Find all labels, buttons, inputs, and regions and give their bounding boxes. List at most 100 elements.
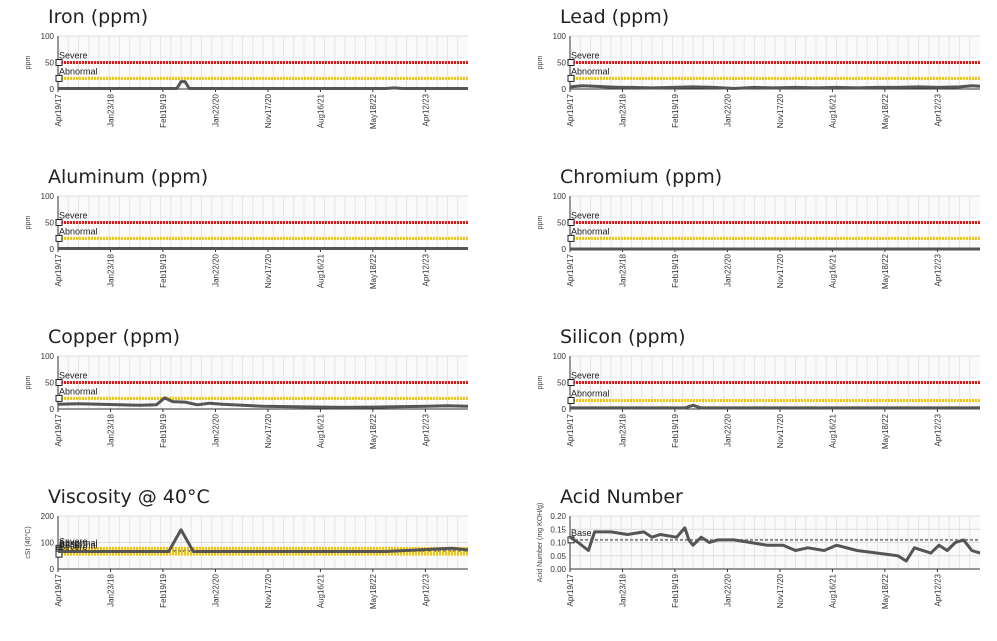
y-tick-label: 50 xyxy=(45,379,54,388)
x-tick-label: Feb19/19 xyxy=(159,573,168,607)
x-tick-label: Apr19/17 xyxy=(566,573,575,606)
limit-marker xyxy=(55,394,63,402)
y-tick-label: 50 xyxy=(45,219,54,228)
limit-label: Abnormal xyxy=(59,66,98,76)
x-tick-label: Apr19/17 xyxy=(54,413,63,446)
x-tick-label: May18/22 xyxy=(369,253,378,289)
limit-marker xyxy=(55,59,63,66)
x-tick-label: Jan23/18 xyxy=(618,573,627,606)
y-tick-label: 50 xyxy=(557,219,566,228)
x-tick-label: Nov17/20 xyxy=(776,573,785,608)
y-axis-label: ppm xyxy=(537,216,544,230)
limit-marker xyxy=(55,74,63,82)
data-series-line xyxy=(57,396,469,409)
data-series-line xyxy=(570,403,980,410)
limit-label: Abnormal xyxy=(571,226,610,236)
limit-marker xyxy=(55,234,63,242)
y-tick-label: 100 xyxy=(553,352,567,361)
x-tick-label: Nov17/20 xyxy=(264,413,273,448)
x-tick-label: Feb19/19 xyxy=(671,413,680,447)
x-tick-label: Apr19/17 xyxy=(566,93,575,126)
chart-title: Acid Number xyxy=(560,486,683,508)
limit-label: Severe xyxy=(571,371,600,381)
y-tick-label: 0 xyxy=(562,85,567,94)
chart-chromium: 0 50 100 ppm Apr19/17 Jan23/18 Feb19/19 Jan22/2… xyxy=(537,192,980,289)
y-tick-label: 100 xyxy=(41,539,55,548)
y-axis-label: cSt (40°C) xyxy=(24,526,32,558)
x-tick-label: Feb19/19 xyxy=(159,253,168,287)
limit-marker xyxy=(567,59,575,66)
y-tick-label: 200 xyxy=(41,512,55,521)
x-tick-label: Aug16/21 xyxy=(316,93,325,128)
limit-label: Severe xyxy=(59,371,88,381)
x-tick-label: Apr12/23 xyxy=(421,93,430,126)
x-tick-label: Nov17/20 xyxy=(776,93,785,128)
x-tick-label: Feb19/19 xyxy=(159,413,168,447)
y-tick-label: 100 xyxy=(41,32,55,41)
y-tick-label: 0 xyxy=(50,405,55,414)
chart-iron: 0 50 100 ppm Apr19/17 Jan23/18 Feb19/19 Jan22/2… xyxy=(25,32,468,129)
x-tick-label: Apr12/23 xyxy=(933,573,942,606)
x-tick-label: Jan22/20 xyxy=(211,413,220,446)
y-tick-label: 0 xyxy=(50,245,55,254)
limit-label: Severe xyxy=(571,211,600,221)
x-tick-label: May18/22 xyxy=(881,253,890,289)
limit-label: Severe xyxy=(59,536,88,546)
x-tick-label: Feb19/19 xyxy=(159,93,168,127)
chart-panel-chromium: Chromium (ppm) 0 50 100 ppm Apr19/17 Jan23/18… xyxy=(537,166,997,321)
x-tick-label: Aug16/21 xyxy=(828,573,837,608)
x-tick-label: Jan22/20 xyxy=(723,413,732,446)
x-tick-label: Jan23/18 xyxy=(106,93,115,126)
x-tick-label: Apr12/23 xyxy=(421,413,430,446)
y-tick-label: 50 xyxy=(557,379,566,388)
limit-marker xyxy=(567,379,575,386)
x-tick-label: Jan23/18 xyxy=(618,253,627,286)
y-tick-label: 0.20 xyxy=(550,512,566,521)
data-series-line xyxy=(58,80,468,90)
x-tick-label: Jan23/18 xyxy=(618,413,627,446)
y-tick-label: 100 xyxy=(41,192,55,201)
chart-panel-iron: Iron (ppm) 0 50 100 ppm Apr19/17 Jan23/18 Feb1… xyxy=(25,6,518,161)
limit-label: Abnormal xyxy=(59,538,98,548)
x-tick-label: May18/22 xyxy=(881,413,890,449)
x-tick-label: Aug16/21 xyxy=(828,93,837,128)
x-tick-label: Apr19/17 xyxy=(54,253,63,286)
y-tick-label: 0.05 xyxy=(550,552,566,561)
data-series-line xyxy=(58,528,469,553)
limit-label: Abnormal xyxy=(59,226,98,236)
x-tick-label: Apr12/23 xyxy=(933,93,942,126)
y-tick-label: 100 xyxy=(41,352,55,361)
y-axis-label: ppm xyxy=(25,376,32,390)
x-tick-label: Nov17/20 xyxy=(264,253,273,288)
x-tick-label: Jan23/18 xyxy=(106,413,115,446)
x-tick-label: Jan22/20 xyxy=(723,253,732,286)
data-series-line xyxy=(569,526,981,563)
x-tick-label: Feb19/19 xyxy=(671,253,680,287)
x-tick-label: Nov17/20 xyxy=(264,573,273,608)
x-tick-label: Jan23/18 xyxy=(106,573,115,606)
chart-lead: 0 50 100 ppm Apr19/17 Jan23/18 Feb19/19 Jan22/2… xyxy=(537,32,981,129)
y-axis-label: ppm xyxy=(25,216,32,230)
chart-title: Aluminum (ppm) xyxy=(48,166,209,188)
x-tick-label: Feb19/19 xyxy=(671,93,680,127)
limit-label: Abnormal xyxy=(59,386,98,396)
chart-silicon: 0 50 100 ppm Apr19/17 Jan23/18 Feb19/19 Jan22/2… xyxy=(537,352,980,449)
limit-marker xyxy=(55,219,63,226)
chart-title: Copper (ppm) xyxy=(48,326,181,348)
y-tick-label: 0 xyxy=(562,245,567,254)
x-tick-label: May18/22 xyxy=(369,573,378,609)
limit-label: Base xyxy=(571,528,592,538)
limit-label: Abnormal xyxy=(571,66,610,76)
y-tick-label: 100 xyxy=(553,32,567,41)
x-tick-label: Jan22/20 xyxy=(211,93,220,126)
x-tick-label: Nov17/20 xyxy=(264,93,273,128)
y-tick-label: 0.10 xyxy=(550,539,566,548)
limit-label: Severe xyxy=(59,211,88,221)
x-tick-label: Jan22/20 xyxy=(723,573,732,606)
x-tick-label: Apr12/23 xyxy=(421,253,430,286)
y-axis-label: ppm xyxy=(537,376,544,390)
x-tick-label: Jan23/18 xyxy=(618,93,627,126)
x-tick-label: May18/22 xyxy=(369,413,378,449)
x-tick-label: May18/22 xyxy=(881,573,890,609)
x-tick-label: Feb19/19 xyxy=(671,573,680,607)
